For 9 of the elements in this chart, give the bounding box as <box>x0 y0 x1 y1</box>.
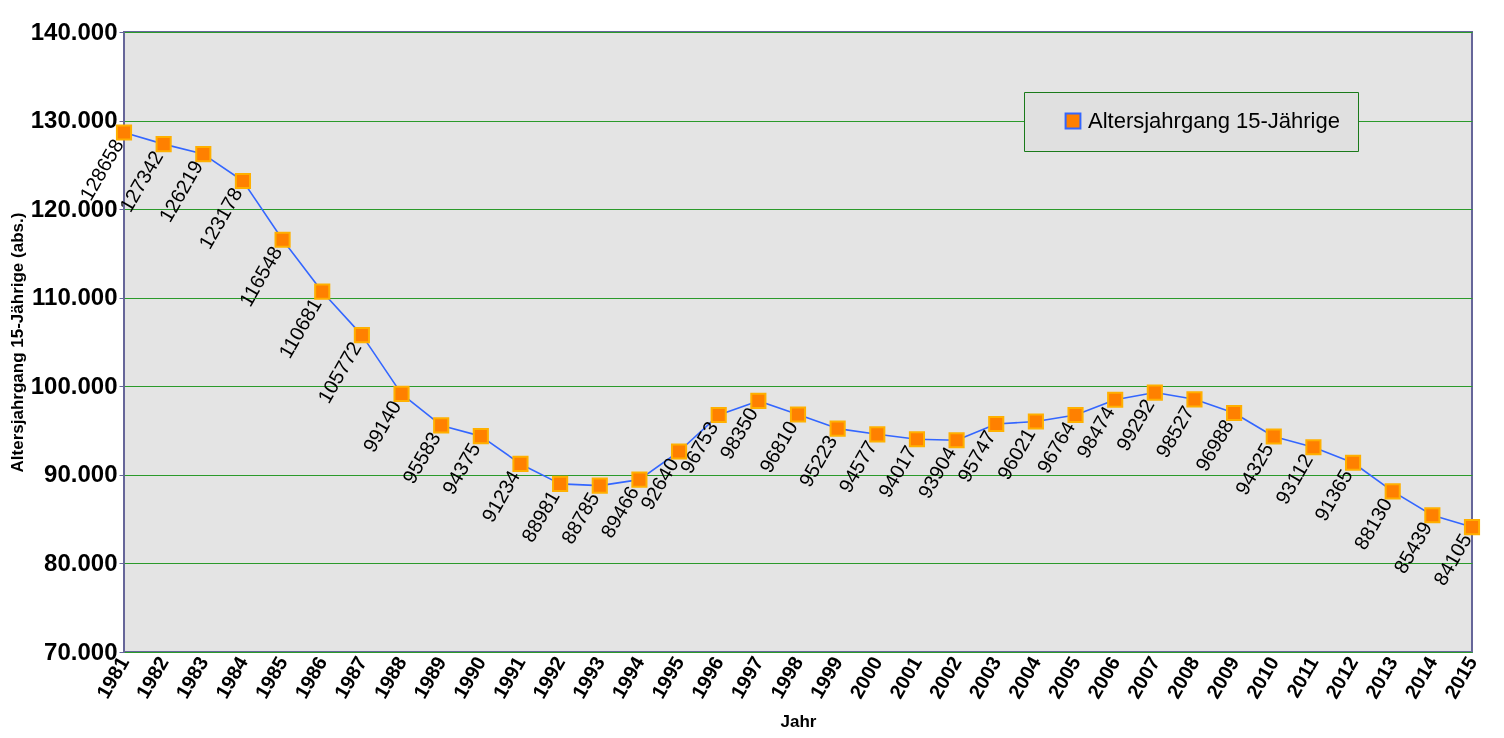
y-tick-label: 110.000 <box>32 283 118 311</box>
x-axis-title: Jahr <box>780 712 817 732</box>
legend-label: Altersjahrgang 15-Jährige <box>1088 108 1340 133</box>
y-tick-label: 80.000 <box>44 548 118 576</box>
y-axis-title: Altersjahrgang 15-Jährige (abs.) <box>7 212 27 473</box>
y-tick-label: 140.000 <box>30 17 118 45</box>
y-tick-label: 130.000 <box>30 106 118 134</box>
y-tick-label: 100.000 <box>30 371 118 399</box>
y-tick-label: 90.000 <box>44 460 118 488</box>
